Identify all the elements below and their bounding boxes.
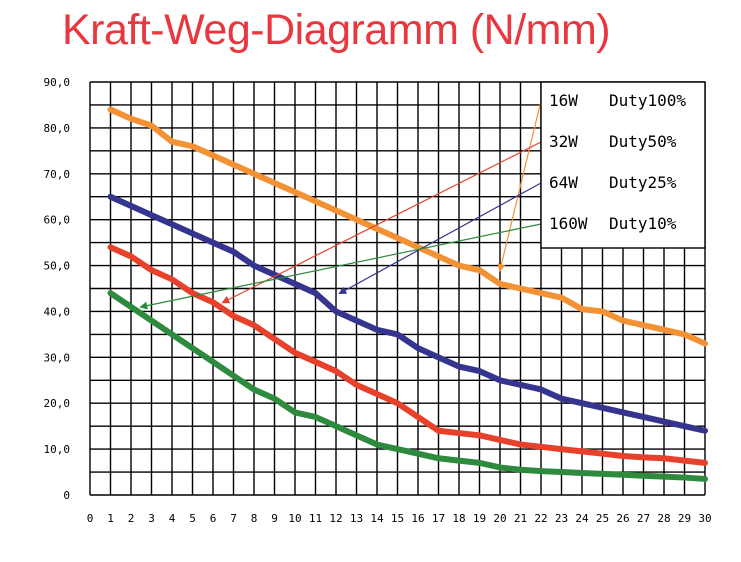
x-tick-label: 3 [148, 512, 155, 525]
x-tick-label: 21 [514, 512, 527, 525]
y-tick-label: 70,0 [44, 168, 71, 181]
x-axis-ticks: 0 1 2 3 4 5 6 7 8 9 10 11 12 13 14 15 16 17 18 19 20 21 22 23 24… [87, 512, 712, 525]
legend-box [540, 81, 706, 249]
legend-watt-2: 64W [549, 173, 578, 192]
y-tick-label: 20,0 [44, 397, 71, 410]
legend: 16W Duty100% 32W Duty50% 64W Duty25% 160W Duty1… [540, 81, 706, 249]
x-tick-label: 26 [616, 512, 629, 525]
x-tick-label: 11 [309, 512, 322, 525]
y-tick-label: 0 [63, 489, 70, 502]
series-line-1 [107, 244, 708, 466]
legend-watt-3: 160W [549, 214, 588, 233]
x-tick-label: 16 [411, 512, 424, 525]
x-tick-label: 23 [555, 512, 568, 525]
y-tick-label: 60,0 [44, 214, 71, 227]
x-tick-label: 7 [230, 512, 237, 525]
x-tick-label: 19 [473, 512, 486, 525]
x-tick-label: 1 [107, 512, 114, 525]
y-axis-ticks: 0 10,0 20,0 30,0 40,0 50,0 60,0 70,0 80,0 90,0 [44, 76, 71, 502]
x-tick-label: 8 [251, 512, 258, 525]
x-tick-label: 29 [678, 512, 691, 525]
series-line-2 [107, 193, 708, 434]
annotation-arrow-0 [497, 100, 542, 273]
x-tick-label: 0 [87, 512, 94, 525]
chart-title: Kraft-Weg-Diagramm (N/mm) [62, 6, 611, 54]
x-tick-label: 9 [271, 512, 278, 525]
x-tick-label: 4 [169, 512, 176, 525]
y-tick-label: 90,0 [44, 76, 71, 89]
y-tick-label: 50,0 [44, 260, 71, 273]
x-tick-label: 28 [657, 512, 670, 525]
x-tick-label: 27 [637, 512, 650, 525]
y-tick-label: 10,0 [44, 443, 71, 456]
series-line-0 [107, 106, 708, 347]
x-tick-label: 17 [432, 512, 445, 525]
x-tick-label: 18 [452, 512, 465, 525]
x-tick-label: 30 [698, 512, 711, 525]
legend-watt-0: 16W [549, 91, 578, 110]
x-tick-label: 2 [128, 512, 135, 525]
legend-duty-2: Duty25% [609, 173, 677, 192]
annotation-arrow-1 [221, 141, 542, 304]
legend-duty-0: Duty100% [609, 91, 686, 110]
x-tick-label: 10 [288, 512, 301, 525]
annotation-arrow-3 [139, 223, 542, 310]
y-tick-label: 80,0 [44, 122, 71, 135]
x-tick-label: 20 [493, 512, 506, 525]
y-tick-label: 40,0 [44, 305, 71, 318]
series-line-3 [107, 290, 708, 482]
x-tick-label: 13 [350, 512, 363, 525]
x-tick-label: 6 [210, 512, 217, 525]
legend-duty-3: Duty10% [609, 214, 677, 233]
x-tick-label: 5 [189, 512, 196, 525]
y-tick-label: 30,0 [44, 351, 71, 364]
x-tick-label: 24 [575, 512, 589, 525]
x-tick-label: 12 [329, 512, 342, 525]
legend-watt-1: 32W [549, 132, 578, 151]
x-tick-label: 14 [370, 512, 384, 525]
x-tick-label: 25 [596, 512, 609, 525]
x-tick-label: 15 [391, 512, 404, 525]
series-lines [107, 106, 708, 482]
legend-arrows [139, 100, 542, 310]
legend-duty-1: Duty50% [609, 132, 677, 151]
annotation-arrow-2 [338, 182, 542, 295]
x-tick-label: 22 [534, 512, 547, 525]
